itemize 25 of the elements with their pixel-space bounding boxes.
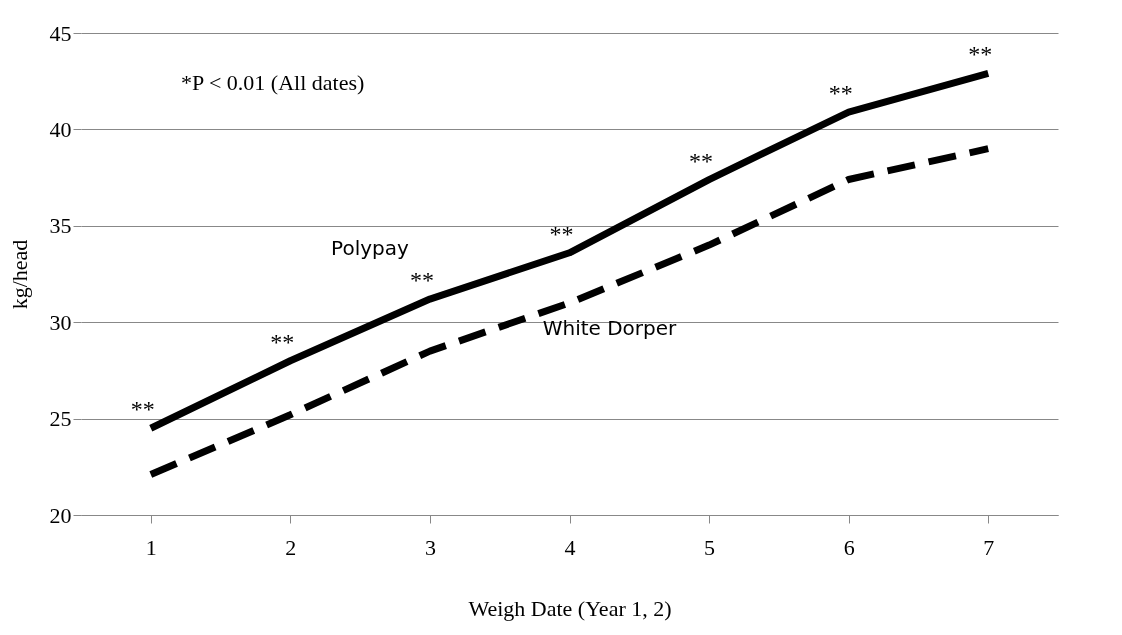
annotation: ** [409,267,434,294]
y-tick-label: 40 [49,116,72,142]
x-tick-label: 4 [564,534,576,560]
x-axis-title: Weigh Date (Year 1, 2) [468,595,672,621]
y-tick-label: 35 [49,213,72,239]
annotation: ** [968,41,993,68]
x-tick-label: 6 [843,534,855,560]
y-tick-label: 30 [49,309,72,335]
annotation: ** [549,220,574,247]
annotation: *P < 0.01 (All dates) [181,70,365,95]
annotation: ** [130,396,155,423]
y-tick-label: 20 [49,502,72,528]
x-tick-label: 1 [145,534,157,560]
annotation: ** [689,147,714,174]
y-tick-label: 25 [49,406,72,432]
x-tick-label: 5 [704,534,716,560]
annotation: ** [828,80,853,107]
x-tick-label: 7 [983,534,995,560]
annotation: ** [270,328,295,355]
x-tick-label: 2 [285,534,297,560]
text: Polypay [331,236,409,261]
y-tick-label: 45 [49,20,72,46]
y-axis-title: kg/head [6,239,32,310]
x-tick-label: 3 [424,534,436,560]
series-label: White Dorper [542,315,678,340]
